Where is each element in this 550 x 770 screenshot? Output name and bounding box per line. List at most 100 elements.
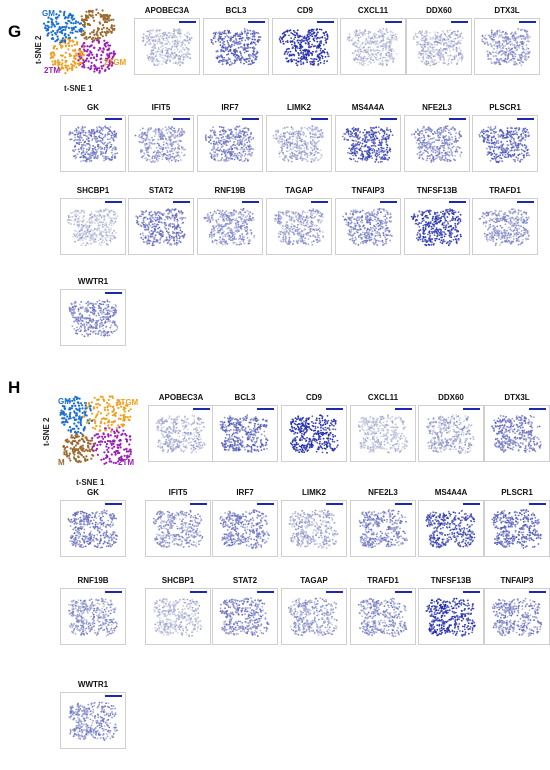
cell-point [415,141,418,144]
cell-point [421,31,424,33]
cluster-cell-point [91,53,94,56]
cell-point [74,138,77,141]
cell-point [281,38,284,40]
cell-point [145,134,148,136]
cell-point [425,150,427,152]
gene-expression-scatter [204,118,259,163]
cell-point [296,39,299,42]
cell-point [311,43,313,46]
cell-point [231,62,233,64]
cell-point [393,57,396,60]
cell-point [384,156,386,159]
cell-point [378,36,381,39]
cell-point [144,144,146,146]
cell-point [249,33,252,35]
cell-point [430,61,432,63]
cell-point [519,29,522,31]
cell-point [225,160,228,162]
cell-point [378,151,380,154]
cell-point [378,132,381,135]
cell-point [423,32,426,35]
cell-point [283,142,286,145]
cluster-cell-point [108,28,111,31]
cell-point [508,41,511,43]
cell-point [523,37,525,40]
cell-point [280,149,283,152]
cell-point [175,53,178,56]
cell-point [213,35,216,37]
cell-point [91,138,94,140]
cell-point [112,147,114,150]
cell-point [102,127,105,129]
cell-point [345,131,348,134]
cell-point [215,137,217,140]
cell-point [313,40,316,42]
cell-point [367,63,369,66]
cell-point [424,144,426,147]
panel-g-cluster-scatter [42,8,117,75]
cell-point [76,142,78,145]
cell-point [365,59,367,62]
cell-point [354,49,357,52]
cell-point [377,154,379,157]
cell-point [179,159,182,161]
cell-point [481,35,484,38]
cell-point [523,48,526,51]
cell-point [252,56,255,59]
cell-point [299,49,302,52]
cell-point [245,131,248,134]
cell-point [372,131,374,133]
cell-point [314,127,317,130]
cell-point [388,147,391,149]
cell-point [481,38,484,41]
cell-point [303,56,306,59]
cell-point [366,39,368,42]
panel-g-letter: G [8,22,22,41]
cell-point [174,140,176,143]
cell-point [101,139,104,141]
cell-point [172,133,175,136]
cell-point [373,137,376,140]
cell-point [236,32,239,34]
cell-point [247,63,250,66]
cell-point [292,127,295,130]
cell-point [303,139,306,142]
cell-point [362,32,365,34]
cell-point [215,141,218,144]
cell-point [305,49,308,51]
cell-point [278,151,281,153]
cell-point [293,143,296,146]
cell-point [285,50,288,53]
cell-point [434,59,436,62]
gene-expression-plot [128,115,194,172]
cluster-cell-point [88,53,91,56]
cell-point [420,54,422,57]
cell-point [513,33,515,35]
cell-point [285,143,287,146]
cell-point [146,147,149,150]
gene-expression-scatter [210,21,265,66]
cell-point [218,38,220,41]
cell-point [430,149,433,152]
cell-point [175,151,177,153]
cluster-cell-point [51,36,54,40]
cell-point [390,43,392,45]
cell-point [455,34,458,37]
cell-point [395,33,397,36]
cell-point [162,60,165,62]
cell-point [366,136,368,138]
cell-point [157,35,160,38]
cell-point [148,144,151,147]
expression-colour-scale [173,118,190,120]
cell-point [286,131,289,134]
gene-tile-title: CD9 [296,6,313,15]
cell-point [110,145,112,148]
cluster-cell-point [107,67,111,70]
cell-point [302,52,304,54]
cell-point [233,141,235,143]
cell-point [159,29,161,31]
cell-point [111,158,113,161]
cell-point [252,48,255,51]
cell-point [350,149,352,151]
cell-point [234,33,237,36]
